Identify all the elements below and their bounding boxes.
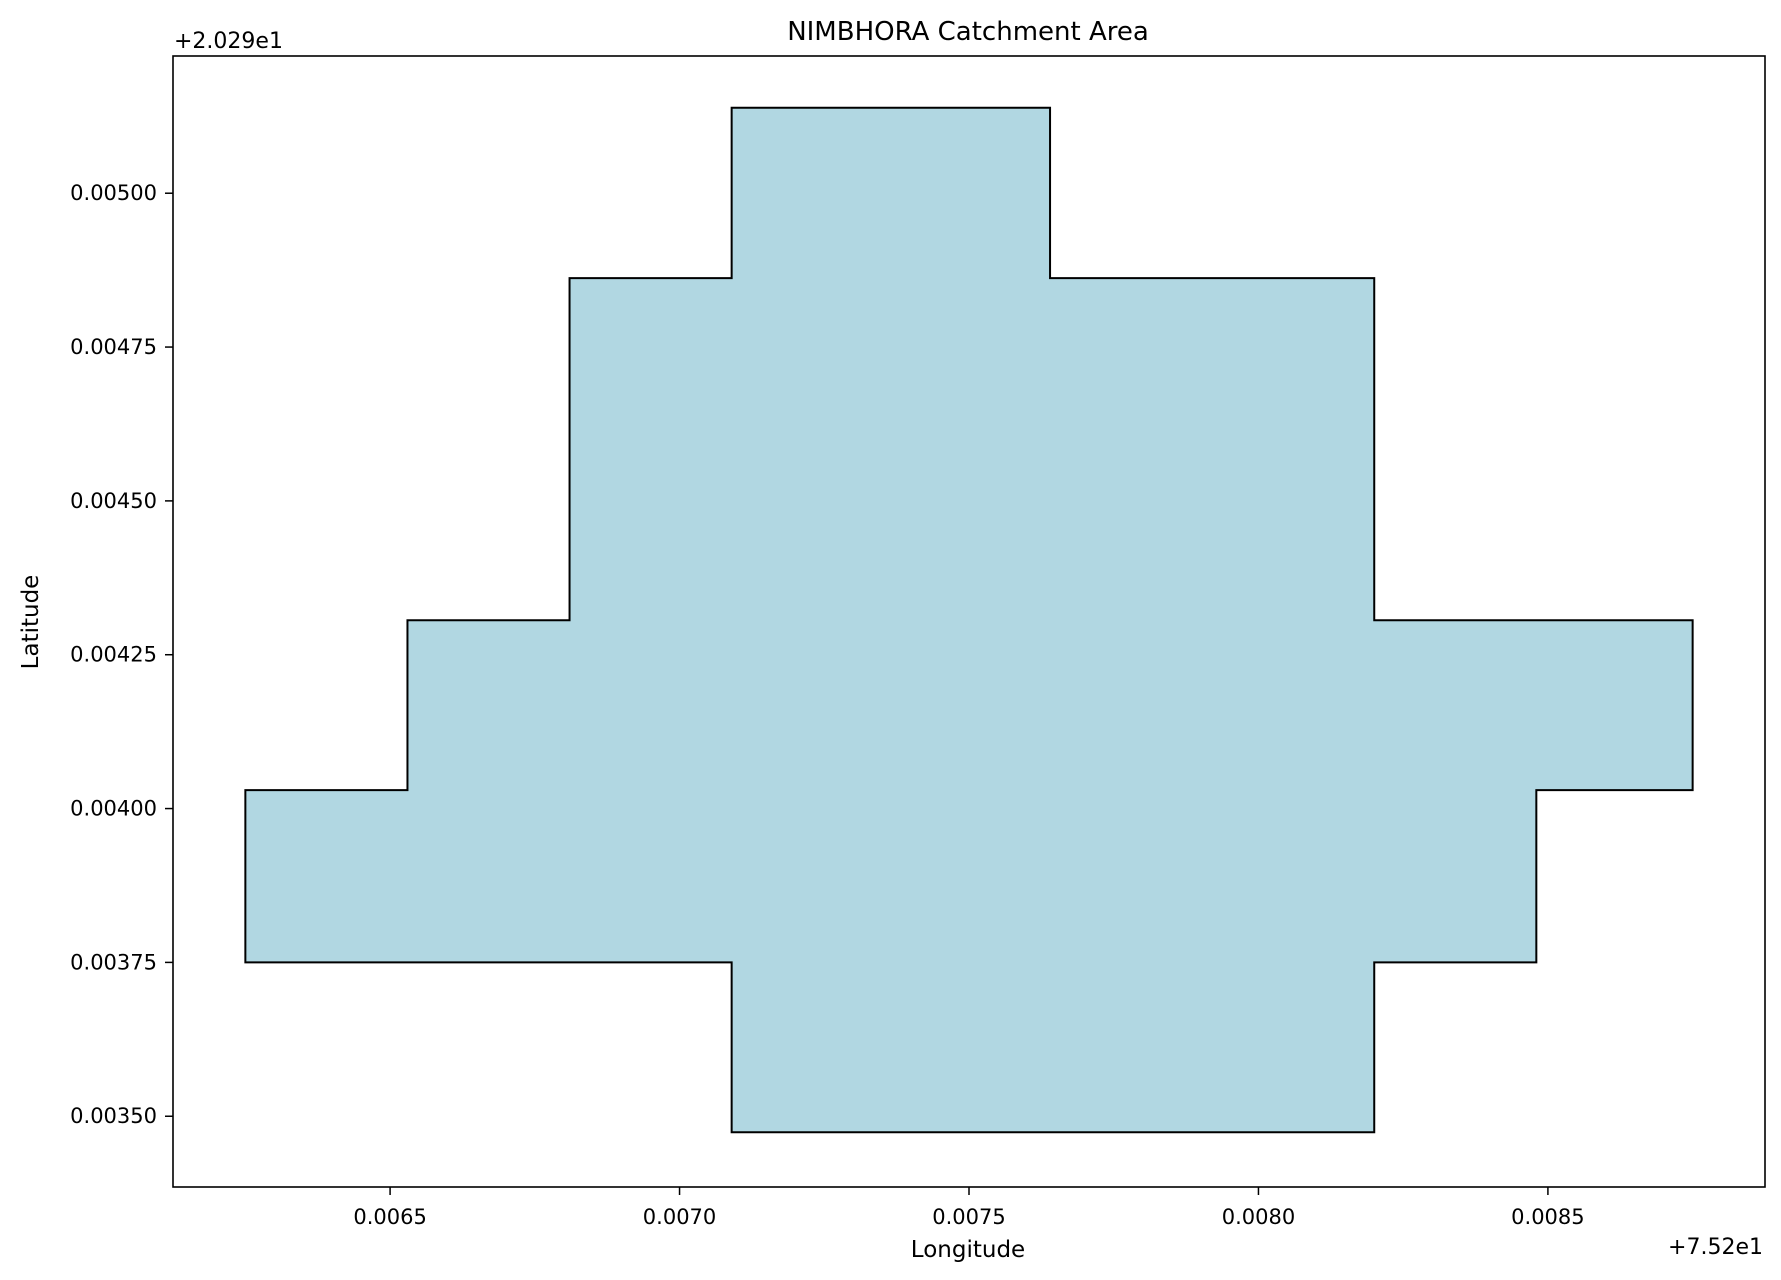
x-tick-label: 0.0080 [1222,1205,1295,1229]
chart-title: NIMBHORA Catchment Area [787,17,1149,47]
x-axis: 0.0065 0.0070 0.0075 0.0080 0.0085 [353,1187,1585,1229]
x-tick-label: 0.0075 [932,1205,1005,1229]
y-axis: 0.00350 0.00375 0.00400 0.00425 0.00450 0.004… [70,181,173,1128]
y-tick-label: 0.00500 [70,181,157,205]
plot-area [172,55,1766,1188]
y-axis-label: Latitude [18,575,44,670]
y-tick-label: 0.00475 [70,335,157,359]
y-tick-label: 0.00400 [70,797,157,821]
x-axis-label: Longitude [911,1237,1025,1263]
y-offset-label: +2.029e1 [174,29,283,54]
y-tick-label: 0.00375 [70,950,157,974]
x-tick-label: 0.0065 [353,1205,426,1229]
y-tick-label: 0.00450 [70,489,157,513]
y-tick-label: 0.00350 [70,1104,157,1128]
x-offset-label: +7.52e1 [1668,1235,1763,1260]
x-tick-label: 0.0085 [1511,1205,1584,1229]
catchment-polygon [244,106,1694,1134]
x-tick-label: 0.0070 [643,1205,716,1229]
y-tick-label: 0.00425 [70,643,157,667]
